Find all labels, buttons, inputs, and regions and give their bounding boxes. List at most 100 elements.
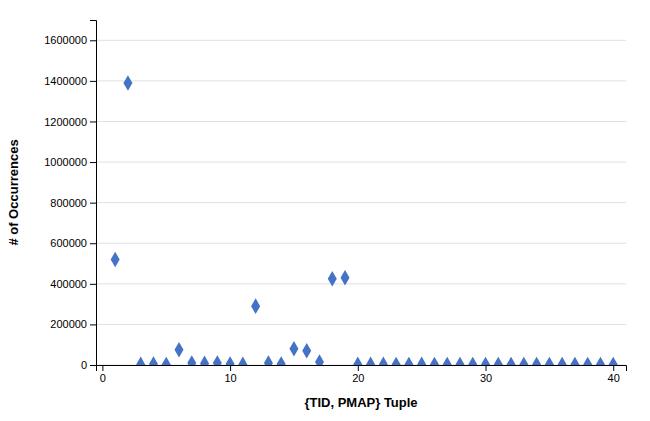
y-axis-line — [90, 21, 97, 366]
x-tick: 0 — [100, 365, 106, 384]
point — [302, 343, 311, 359]
y-tick-label: 400000 — [50, 278, 87, 290]
y-tick-label: 1200000 — [44, 115, 87, 127]
y-axis: 0 200000 400000 600000 800000 1000000 1200000 1… — [44, 21, 96, 372]
point — [609, 357, 618, 365]
grid-line — [96, 80, 626, 81]
x-tick-label: 40 — [608, 372, 620, 384]
x-axis-title: {TID, PMAP} Tuple — [304, 395, 417, 410]
point — [251, 298, 260, 314]
x-tick-mark — [613, 365, 614, 371]
point — [238, 357, 247, 365]
grid-line — [96, 324, 626, 325]
point — [200, 356, 209, 365]
point — [507, 357, 516, 365]
y-tick-label: 1000000 — [44, 156, 87, 168]
grid-line — [96, 243, 626, 244]
y-tick: 1200000 — [44, 115, 96, 127]
x-tick: 20 — [352, 365, 364, 384]
point — [213, 355, 222, 365]
point — [226, 356, 235, 365]
grid-line — [96, 121, 626, 122]
point — [136, 357, 145, 365]
y-tick-mark — [90, 121, 96, 122]
y-tick-label: 0 — [81, 359, 87, 371]
point — [417, 357, 426, 365]
y-tick-mark — [90, 81, 96, 82]
y-tick: 800000 — [50, 197, 96, 209]
point — [455, 357, 464, 365]
y-tick: 600000 — [50, 237, 96, 249]
grid-line — [96, 40, 626, 41]
point — [149, 356, 158, 365]
x-tick-mark — [358, 365, 359, 371]
y-tick: 1400000 — [44, 75, 96, 87]
point — [123, 75, 132, 91]
point — [519, 357, 528, 365]
point — [468, 357, 477, 365]
y-tick: 400000 — [50, 278, 96, 290]
grid-line — [96, 162, 626, 163]
points — [111, 75, 618, 365]
point — [289, 341, 298, 357]
point — [341, 270, 350, 286]
point — [481, 357, 490, 365]
x-tick-label: 20 — [352, 372, 364, 384]
x-axis-line — [97, 366, 627, 372]
x-tick-mark — [230, 365, 231, 371]
point — [404, 357, 413, 365]
x-tick-label: 10 — [224, 372, 236, 384]
point — [111, 252, 120, 268]
point — [558, 357, 567, 365]
y-tick-mark — [90, 203, 96, 204]
y-tick-mark — [90, 284, 96, 285]
y-tick-label: 600000 — [50, 237, 87, 249]
point — [443, 357, 452, 365]
x-tick-label: 30 — [480, 372, 492, 384]
point — [532, 357, 541, 365]
y-tick-label: 200000 — [50, 318, 87, 330]
point — [366, 357, 375, 365]
x-tick: 30 — [480, 365, 492, 384]
point — [583, 357, 592, 365]
x-tick-label: 0 — [100, 372, 106, 384]
point — [570, 357, 579, 365]
point — [545, 357, 554, 365]
y-tick-mark — [90, 162, 96, 163]
x-axis: 0 10 20 30 40 — [97, 365, 627, 384]
point — [264, 355, 273, 365]
y-tick-mark — [90, 243, 96, 244]
y-tick-mark — [90, 365, 96, 366]
point — [430, 357, 439, 365]
point — [353, 357, 362, 365]
x-tick-mark — [102, 365, 103, 371]
x-tick: 40 — [608, 365, 620, 384]
y-tick-mark — [90, 40, 96, 41]
point — [494, 357, 503, 365]
y-tick-label: 1400000 — [44, 75, 87, 87]
y-tick: 1600000 — [44, 34, 96, 46]
y-tick: 1000000 — [44, 156, 96, 168]
point — [162, 357, 171, 365]
y-tick: 0 — [81, 359, 96, 371]
point — [175, 342, 184, 358]
grid-line — [96, 202, 626, 203]
y-tick: 200000 — [50, 318, 96, 330]
plot: 0 10 20 30 40 0 200000 400000 600000 800000 100000… — [44, 21, 626, 384]
y-axis-title: # of Occurrences — [6, 139, 21, 245]
point — [379, 357, 388, 365]
x-tick: 10 — [224, 365, 236, 384]
point — [187, 355, 196, 365]
y-tick-mark — [90, 324, 96, 325]
point — [596, 357, 605, 365]
y-tick-label: 800000 — [50, 197, 87, 209]
point — [392, 357, 401, 365]
grid — [96, 40, 626, 365]
x-tick-mark — [486, 365, 487, 371]
point — [277, 356, 286, 365]
point — [315, 354, 324, 365]
grid-line — [96, 283, 626, 284]
point — [328, 271, 337, 287]
y-tick-label: 1600000 — [44, 34, 87, 46]
chart: 0 10 20 30 40 0 200000 400000 600000 800000 100000… — [0, 0, 650, 421]
